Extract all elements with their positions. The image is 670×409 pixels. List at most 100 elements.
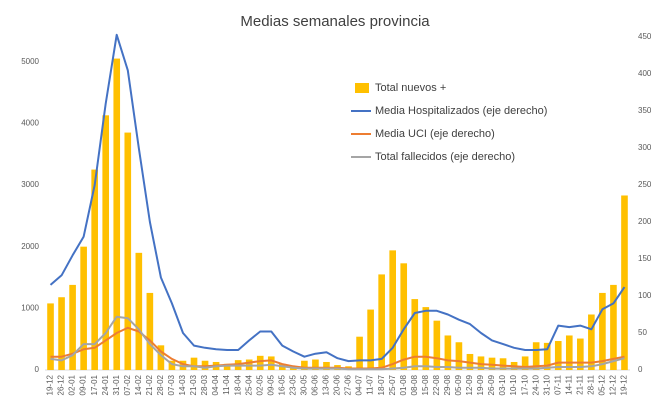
bar <box>301 360 308 370</box>
x-tick-label: 12-12 <box>609 374 618 395</box>
y2-tick-label: 400 <box>638 69 652 78</box>
y2-tick-label: 300 <box>638 143 652 152</box>
bar <box>444 335 452 370</box>
bar <box>102 115 110 370</box>
y2-tick-label: 250 <box>638 180 652 189</box>
bar <box>565 335 573 370</box>
bar <box>378 274 385 370</box>
x-tick-label: 18-07 <box>377 374 386 395</box>
x-tick-label: 31-01 <box>112 374 121 395</box>
x-tick-label: 26-12 <box>57 374 66 395</box>
x-tick-label: 25-07 <box>388 374 397 395</box>
bar <box>157 345 165 370</box>
bar <box>499 358 507 370</box>
bar <box>256 355 264 370</box>
x-tick-label: 21-02 <box>145 374 154 395</box>
x-tick-label: 07-03 <box>167 374 176 395</box>
x-tick-label: 21-03 <box>189 374 198 395</box>
x-tick-label: 11-04 <box>222 374 231 394</box>
x-tick-label: 08-08 <box>410 374 419 395</box>
x-tick-label: 09-05 <box>266 374 275 395</box>
bar <box>135 252 143 370</box>
bar <box>356 336 363 370</box>
bar <box>389 250 396 370</box>
y2-tick-label: 150 <box>638 254 652 263</box>
x-tick-label: 23-05 <box>288 374 297 395</box>
bar <box>146 292 154 370</box>
bar <box>411 299 419 370</box>
x-tick-label: 21-11 <box>575 374 584 394</box>
x-tick-label: 19-12 <box>620 374 629 395</box>
x-tick-label: 06-06 <box>311 374 320 395</box>
bar <box>521 356 529 370</box>
x-tick-label: 19-12 <box>46 374 55 395</box>
y2-tick-label: 50 <box>638 328 647 337</box>
x-tick-label: 11-07 <box>366 374 375 394</box>
line <box>50 315 625 371</box>
x-tick-label: 01-08 <box>399 374 408 395</box>
y-tick-label: 3000 <box>21 180 39 189</box>
y2-tick-label: 350 <box>638 106 652 115</box>
x-tick-label: 07-02 <box>123 374 132 395</box>
y2-tick-label: 0 <box>638 365 643 374</box>
x-tick-label: 09-01 <box>79 374 88 395</box>
x-tick-label: 12-09 <box>465 374 474 395</box>
x-tick-label: 19-09 <box>476 374 485 395</box>
chart-title: Medias semanales provincia <box>240 13 430 30</box>
x-tick-label: 07-11 <box>553 374 562 394</box>
bar <box>532 342 540 370</box>
bar <box>91 169 98 370</box>
bar <box>124 132 132 370</box>
bar <box>69 284 76 370</box>
bar <box>312 359 319 370</box>
y-tick-label: 2000 <box>21 242 39 251</box>
bar <box>400 263 408 370</box>
y2-tick-label: 200 <box>638 217 652 226</box>
x-tick-label: 27-06 <box>344 374 353 395</box>
bar <box>113 58 121 370</box>
x-tick-label: 10-10 <box>509 374 518 395</box>
x-tick-label: 17-10 <box>520 374 529 395</box>
bar <box>47 303 54 370</box>
x-tick-label: 25-04 <box>244 374 253 395</box>
y-tick-label: 4000 <box>21 118 39 127</box>
x-tick-label: 03-10 <box>498 374 507 395</box>
bar <box>610 284 617 370</box>
x-tick-label: 22-08 <box>432 374 441 395</box>
x-tick-label: 13-06 <box>322 374 331 395</box>
x-tick-label: 30-05 <box>299 374 308 395</box>
x-tick-label: 28-03 <box>200 374 209 395</box>
bar <box>577 338 584 370</box>
bar <box>455 342 463 370</box>
bar <box>543 342 551 370</box>
x-tick-label: 28-11 <box>586 374 595 394</box>
y2-tick-label: 100 <box>638 291 652 300</box>
x-tick-label: 15-08 <box>421 374 430 395</box>
x-tick-label: 26-09 <box>487 374 496 395</box>
y-tick-label: 1000 <box>21 303 39 312</box>
bar <box>190 357 198 370</box>
bar <box>323 361 330 370</box>
bar <box>367 309 374 370</box>
legend-label: Media Hospitalizados (eje derecho) <box>375 105 547 117</box>
x-tick-label: 31-10 <box>542 374 551 395</box>
bar <box>588 314 595 370</box>
x-tick-label: 05-09 <box>454 374 463 395</box>
x-tick-label: 24-01 <box>101 374 110 395</box>
legend-label: Total nuevos + <box>375 82 446 94</box>
y-tick-label: 5000 <box>21 57 39 66</box>
x-tick-label: 14-03 <box>178 374 187 395</box>
bar <box>433 320 441 370</box>
x-tick-label: 02-01 <box>68 374 77 395</box>
bar <box>168 360 176 370</box>
x-tick-label: 04-07 <box>355 374 364 395</box>
x-tick-label: 20-06 <box>333 374 342 395</box>
x-tick-label: 24-10 <box>531 374 540 395</box>
bar <box>223 363 231 370</box>
bar <box>621 195 628 370</box>
legend-swatch <box>355 83 369 93</box>
y-tick-label: 0 <box>35 365 40 374</box>
x-tick-label: 04-04 <box>211 374 220 395</box>
legend-label: Media UCI (eje derecho) <box>375 128 495 140</box>
